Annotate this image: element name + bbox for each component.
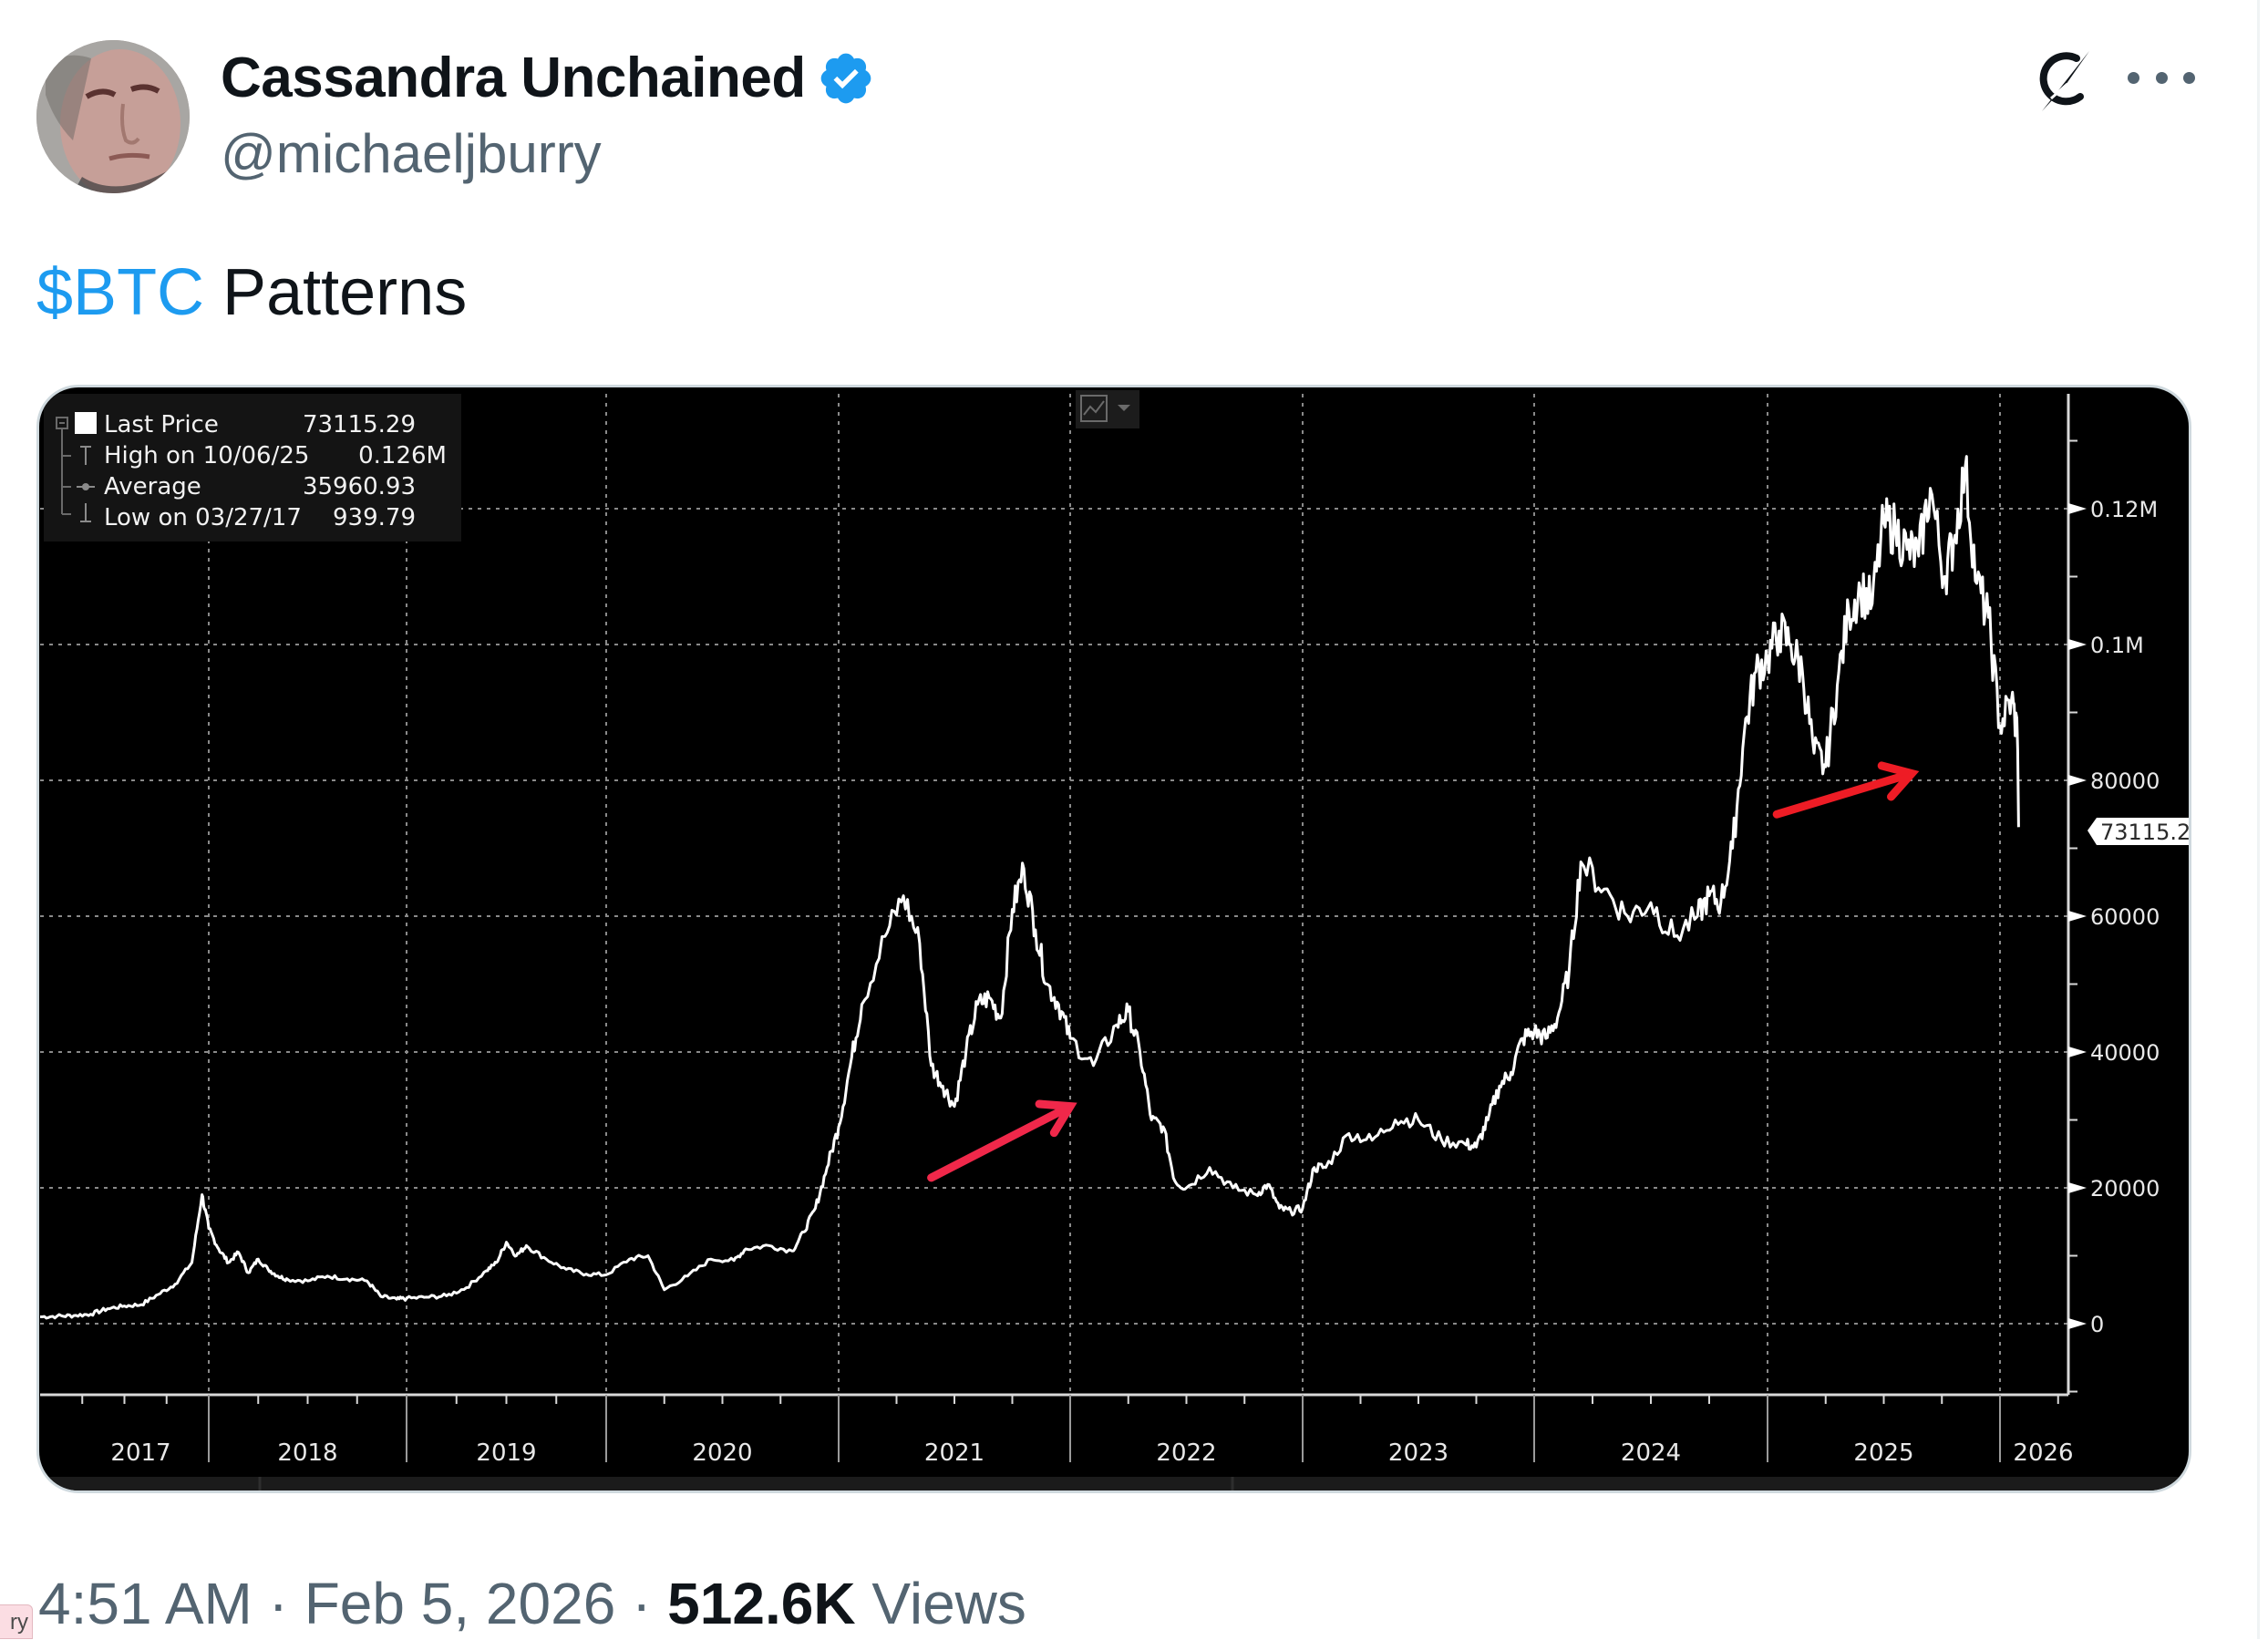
tweet-body: Patterns bbox=[204, 256, 468, 329]
chart-legend: Last Price 73115.29 High on 10/06/25 0.1… bbox=[44, 394, 461, 542]
cashtag-link[interactable]: $BTC bbox=[36, 256, 205, 329]
more-horizontal-icon-dot bbox=[2183, 71, 2195, 84]
tweet-metadata: 4:51 AM · Feb 5, 2026 · 512.6K Views bbox=[38, 1570, 1026, 1637]
separator: · bbox=[252, 1571, 304, 1636]
tweet-text: $BTC Patterns bbox=[36, 255, 467, 330]
svg-text:40000: 40000 bbox=[2090, 1040, 2160, 1066]
svg-text:Last Price: Last Price bbox=[104, 411, 219, 438]
author-handle[interactable]: @michaeljburry bbox=[221, 123, 602, 184]
chart-type-button[interactable] bbox=[1076, 390, 1139, 428]
tweet-time[interactable]: 4:51 AM bbox=[38, 1571, 253, 1636]
svg-text:0.12M: 0.12M bbox=[2090, 497, 2158, 522]
views-label: Views bbox=[855, 1571, 1026, 1636]
annotation-arrows bbox=[927, 761, 1920, 1182]
more-horizontal-icon-dot bbox=[2128, 71, 2139, 84]
svg-text:Low on 03/27/17: Low on 03/27/17 bbox=[104, 504, 302, 531]
last-price-swatch bbox=[75, 412, 97, 434]
svg-text:80000: 80000 bbox=[2090, 768, 2160, 794]
svg-text:2022: 2022 bbox=[1156, 1439, 1216, 1467]
separator: · bbox=[615, 1571, 668, 1636]
line-chart-icon bbox=[1080, 395, 1108, 422]
price-line bbox=[40, 455, 2020, 1320]
page-scrollbar[interactable] bbox=[2257, 0, 2260, 1639]
grok-icon bbox=[2039, 51, 2089, 111]
btc-price-chart: 2017 2018 2019 2020 2021 2022 2023 2024 2025 2026… bbox=[39, 390, 2191, 1490]
svg-text:73115.29: 73115.29 bbox=[303, 411, 416, 438]
x-axis: 2017 2018 2019 2020 2021 2022 2023 2024 2025 2026 bbox=[40, 1393, 2074, 1467]
svg-text:2021: 2021 bbox=[924, 1439, 985, 1467]
svg-text:High on 10/06/25: High on 10/06/25 bbox=[104, 442, 309, 469]
average-marker-icon bbox=[77, 483, 95, 490]
more-horizontal-icon-dot bbox=[2155, 71, 2168, 84]
dropdown-caret-icon bbox=[1118, 405, 1130, 411]
grok-button[interactable] bbox=[2024, 40, 2106, 122]
chart-scroll-strip bbox=[39, 1477, 2189, 1490]
svg-text:20000: 20000 bbox=[2090, 1176, 2160, 1202]
chart-gridlines bbox=[40, 394, 2068, 1395]
svg-text:2020: 2020 bbox=[692, 1439, 752, 1467]
views-count: 512.6K bbox=[667, 1571, 856, 1636]
svg-text:2024: 2024 bbox=[1621, 1439, 1681, 1467]
profile-photo-icon bbox=[36, 40, 190, 193]
y-axis: 0.12M 0.1M 80000 60000 40000 20000 0 bbox=[2067, 394, 2160, 1395]
last-price-tag: 73115.29 bbox=[2088, 818, 2191, 845]
verified-badge-icon[interactable] bbox=[817, 49, 875, 108]
high-marker-icon bbox=[80, 446, 91, 465]
svg-text:60000: 60000 bbox=[2090, 904, 2160, 930]
chart-image[interactable]: 2017 2018 2019 2020 2021 2022 2023 2024 2025 2026… bbox=[36, 385, 2191, 1493]
avatar[interactable] bbox=[36, 40, 190, 193]
more-options-button[interactable] bbox=[2128, 55, 2195, 100]
tweet-date[interactable]: Feb 5, 2026 bbox=[304, 1571, 616, 1636]
svg-text:2025: 2025 bbox=[1853, 1439, 1913, 1467]
svg-text:2023: 2023 bbox=[1388, 1439, 1448, 1467]
svg-text:73115.29: 73115.29 bbox=[2100, 820, 2191, 845]
side-tab-tag[interactable]: ry bbox=[0, 1604, 33, 1639]
low-marker-icon bbox=[80, 503, 91, 522]
svg-text:0.126M: 0.126M bbox=[358, 442, 447, 469]
author-display-name[interactable]: Cassandra Unchained bbox=[221, 46, 875, 110]
svg-text:2026: 2026 bbox=[2013, 1439, 2073, 1467]
svg-text:2018: 2018 bbox=[277, 1439, 337, 1467]
svg-text:939.79: 939.79 bbox=[333, 504, 416, 531]
svg-text:Average: Average bbox=[104, 473, 201, 500]
svg-text:2017: 2017 bbox=[110, 1439, 170, 1467]
display-name-text: Cassandra Unchained bbox=[221, 46, 806, 109]
svg-text:0.1M: 0.1M bbox=[2090, 633, 2144, 658]
svg-text:35960.93: 35960.93 bbox=[303, 473, 416, 500]
svg-text:0: 0 bbox=[2090, 1312, 2104, 1337]
svg-text:2019: 2019 bbox=[476, 1439, 536, 1467]
